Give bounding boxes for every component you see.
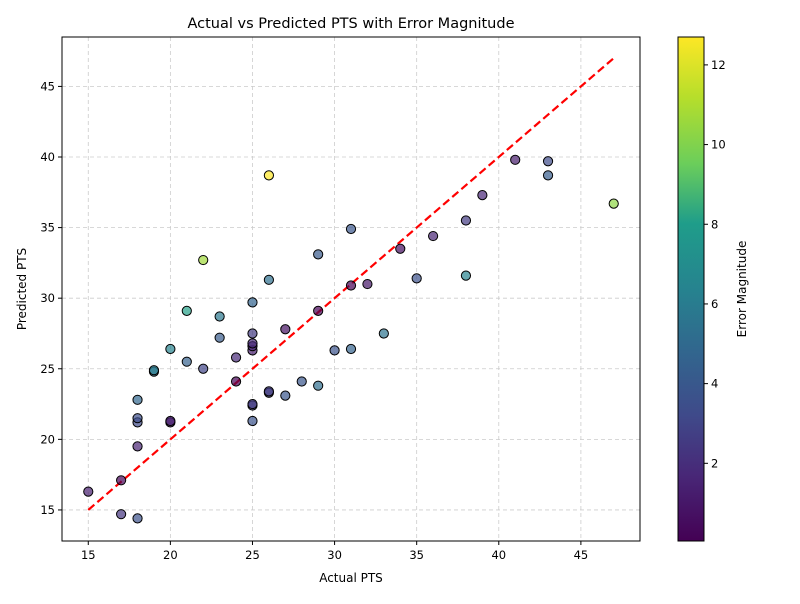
data-point [214, 332, 225, 343]
data-point [263, 274, 274, 285]
data-point [510, 154, 521, 165]
data-point [428, 230, 439, 242]
y-tick-label: 20 [40, 432, 55, 446]
data-point [181, 305, 192, 316]
data-point [378, 328, 389, 339]
data-point [198, 254, 209, 266]
data-point [247, 328, 258, 339]
x-tick-label: 30 [327, 548, 342, 562]
data-point [345, 343, 357, 355]
colorbar-tick-label: 8 [711, 217, 718, 231]
data-point [542, 156, 554, 167]
colorbar-label: Error Magnitude [735, 241, 749, 338]
colorbar-tick-label: 10 [711, 138, 726, 152]
y-axis-ticks: 15 20 25 30 35 40 45 [40, 79, 62, 517]
data-point [362, 278, 373, 290]
x-tick-label: 45 [574, 548, 589, 562]
x-tick-label: 15 [81, 548, 96, 562]
x-axis-label: Actual PTS [319, 571, 383, 585]
data-point [263, 170, 274, 181]
colorbar-ticks: 2 4 6 8 10 12 [704, 58, 726, 470]
x-tick-label: 40 [491, 548, 506, 562]
x-tick-label: 35 [409, 548, 424, 562]
data-point [608, 198, 619, 209]
data-point [542, 170, 554, 181]
y-tick-label: 45 [40, 79, 55, 93]
colorbar [677, 36, 705, 542]
data-point [247, 415, 258, 427]
x-tick-label: 20 [163, 548, 178, 562]
data-point [395, 243, 406, 254]
data-point [280, 390, 291, 401]
y-axis-label: Predicted PTS [15, 248, 29, 330]
colorbar-tick-label: 12 [711, 58, 726, 72]
y-tick-label: 30 [40, 291, 55, 305]
data-point [214, 311, 225, 322]
y-tick-label: 15 [40, 503, 55, 517]
data-point [247, 338, 258, 349]
data-point [181, 356, 192, 367]
data-point [247, 297, 258, 308]
data-point [148, 365, 160, 376]
data-point [165, 343, 176, 355]
data-point [329, 345, 340, 356]
y-tick-label: 35 [40, 221, 55, 235]
data-point [165, 415, 176, 427]
data-point [116, 509, 127, 520]
data-point [132, 413, 143, 424]
data-point [460, 215, 472, 226]
data-point [263, 386, 274, 397]
data-points [83, 154, 619, 524]
data-point [132, 513, 143, 524]
data-point [313, 380, 324, 391]
data-point [230, 376, 242, 387]
data-point [313, 305, 324, 316]
colorbar-tick-label: 4 [711, 377, 718, 391]
data-point [296, 376, 307, 387]
data-point [280, 324, 291, 335]
data-point [345, 223, 357, 235]
data-point [83, 486, 94, 497]
chart-title: Actual vs Predicted PTS with Error Magni… [187, 16, 514, 32]
data-point [247, 398, 258, 410]
data-point [132, 394, 143, 405]
colorbar-tick-label: 2 [711, 456, 718, 470]
data-point [313, 249, 324, 260]
data-point [230, 352, 242, 363]
data-point [345, 280, 357, 291]
data-point [411, 273, 422, 284]
reference-line [87, 57, 615, 511]
y-tick-label: 40 [40, 150, 55, 164]
data-point [477, 190, 488, 201]
data-point [198, 363, 209, 374]
colorbar-tick-label: 6 [711, 297, 718, 311]
reference-line-layer [87, 57, 615, 511]
x-axis-ticks: 15 20 25 30 35 40 45 [81, 541, 588, 562]
data-point [460, 270, 472, 281]
data-point [132, 441, 143, 452]
y-tick-label: 25 [40, 362, 55, 376]
plot-frame [61, 36, 641, 542]
x-tick-label: 25 [245, 548, 260, 562]
data-point [116, 475, 127, 486]
